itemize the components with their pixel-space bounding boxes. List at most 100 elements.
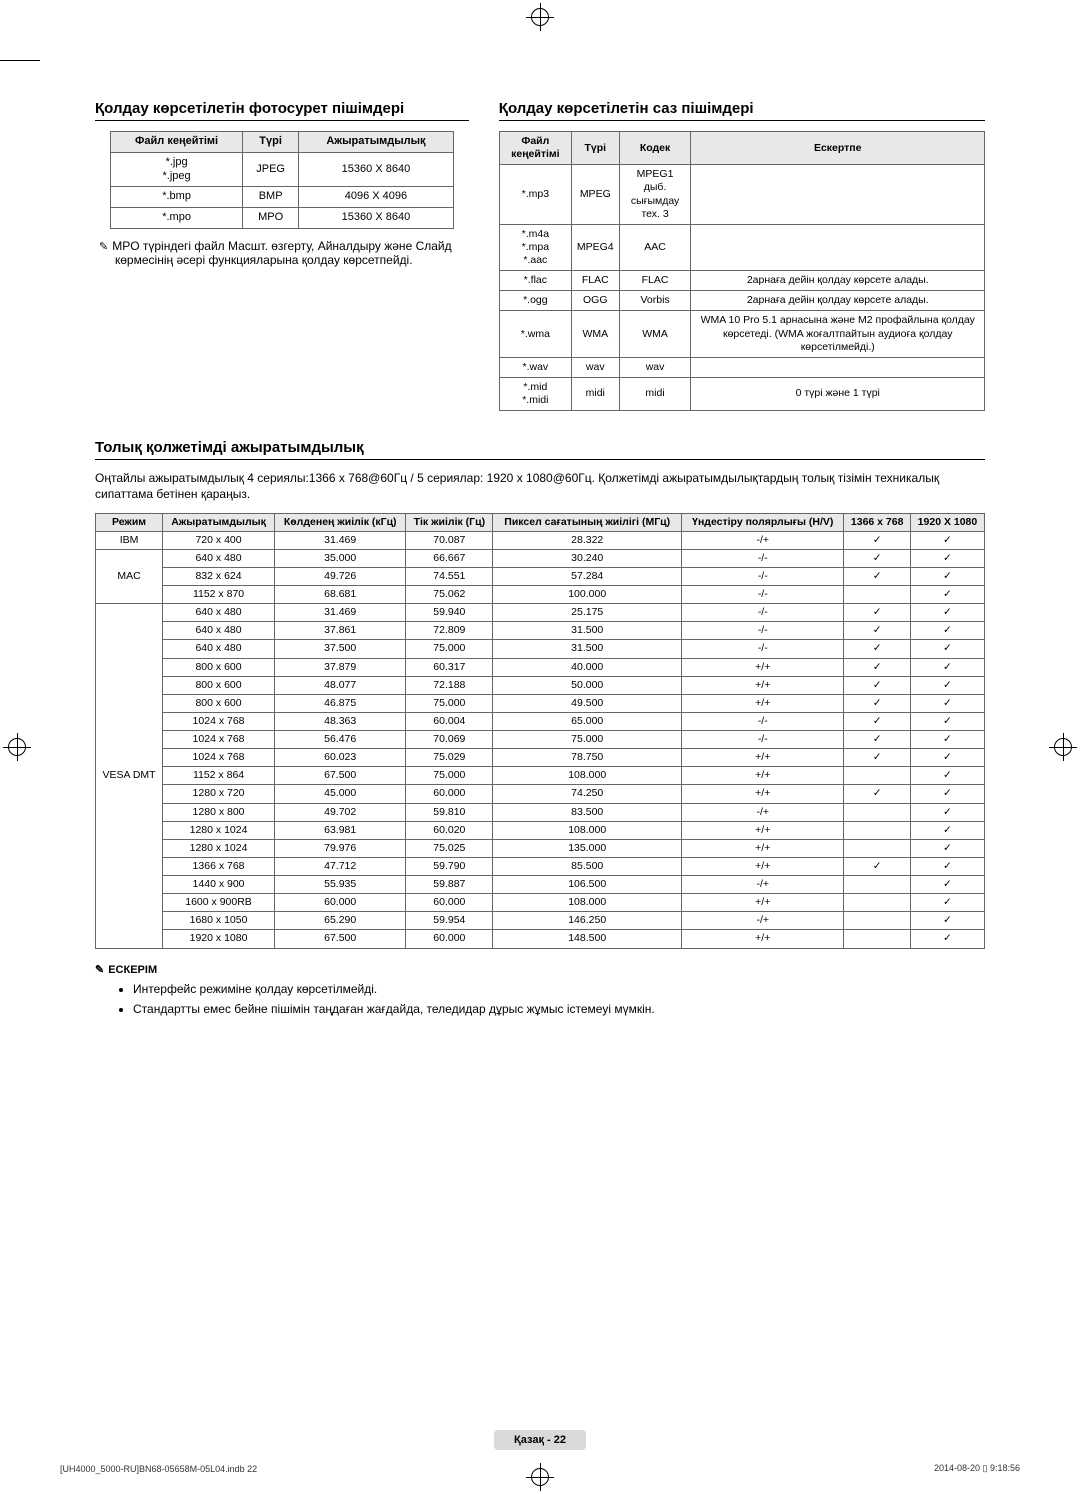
table-cell: -/+: [682, 531, 844, 549]
table-cell: 37.861: [275, 622, 406, 640]
table-cell: wav: [571, 357, 619, 377]
table-cell: ✓: [910, 640, 984, 658]
table-cell: 74.250: [493, 785, 682, 803]
column-header: Ажыратымдылық: [163, 513, 275, 531]
table-cell: 1024 x 768: [163, 749, 275, 767]
table-cell: FLAC: [619, 271, 691, 291]
table-cell: 640 x 480: [163, 622, 275, 640]
table-cell: [844, 894, 910, 912]
table-cell: 57.284: [493, 567, 682, 585]
column-header: Үндестіру полярлығы (H/V): [682, 513, 844, 531]
table-row: 1152 x 87068.68175.062100.000-/-✓: [96, 586, 985, 604]
table-cell: VESA DMT: [96, 604, 163, 948]
table-cell: *.m4a*.mpa*.aac: [499, 224, 571, 270]
column-header: Кодек: [619, 132, 691, 165]
table-cell: [844, 767, 910, 785]
table-cell: 15360 X 8640: [299, 208, 454, 229]
table-cell: ✓: [910, 586, 984, 604]
table-cell: 49.500: [493, 694, 682, 712]
table-cell: MPEG: [571, 165, 619, 225]
table-cell: *.mid*.midi: [499, 377, 571, 410]
table-cell: 65.290: [275, 912, 406, 930]
table-cell: ✓: [910, 876, 984, 894]
table-cell: midi: [619, 377, 691, 410]
table-cell: 60.004: [406, 712, 493, 730]
table-cell: WMA: [619, 311, 691, 357]
table-cell: 67.500: [275, 930, 406, 948]
table-cell: *.flac: [499, 271, 571, 291]
table-cell: 146.250: [493, 912, 682, 930]
table-cell: WMA: [571, 311, 619, 357]
table-row: 1280 x 102479.97675.025135.000+/+✓: [96, 839, 985, 857]
table-cell: 1152 x 870: [163, 586, 275, 604]
table-cell: ✓: [910, 767, 984, 785]
table-cell: +/+: [682, 839, 844, 857]
table-cell: 31.469: [275, 604, 406, 622]
table-cell: 72.188: [406, 676, 493, 694]
table-cell: ✓: [844, 857, 910, 875]
table-cell: 67.500: [275, 767, 406, 785]
registration-mark-bottom: [531, 1468, 549, 1486]
crop-mark: [0, 60, 40, 61]
table-cell: 78.750: [493, 749, 682, 767]
table-row: 1440 x 90055.93559.887106.500-/+✓: [96, 876, 985, 894]
table-cell: JPEG: [243, 152, 299, 187]
table-row: 800 x 60046.87575.00049.500+/+✓✓: [96, 694, 985, 712]
table-cell: 75.000: [493, 731, 682, 749]
table-row: 1680 x 105065.29059.954146.250-/+✓: [96, 912, 985, 930]
table-cell: +/+: [682, 658, 844, 676]
table-cell: 60.000: [406, 785, 493, 803]
table-cell: OGG: [571, 291, 619, 311]
table-cell: -/-: [682, 586, 844, 604]
table-cell: [691, 357, 985, 377]
footnote-heading: ЕСКЕРІМ: [95, 963, 985, 976]
table-cell: +/+: [682, 857, 844, 875]
table-cell: 1024 x 768: [163, 712, 275, 730]
column-header: Ажыратымдылық: [299, 132, 454, 153]
column-header: Тік жиілік (Гц): [406, 513, 493, 531]
table-cell: 60.000: [406, 930, 493, 948]
resolution-table: РежимАжыратымдылықКөлденең жиілік (кГц)Т…: [95, 513, 985, 949]
table-cell: 4096 X 4096: [299, 187, 454, 208]
table-row: VESA DMT640 x 48031.46959.94025.175-/-✓✓: [96, 604, 985, 622]
table-cell: 1280 x 800: [163, 803, 275, 821]
footnote-item: Стандартты емес бейне пішімін таңдаған ж…: [133, 1002, 985, 1016]
table-cell: 135.000: [493, 839, 682, 857]
table-row: *.m4a*.mpa*.aacMPEG4AAC: [499, 224, 984, 270]
table-cell: [844, 876, 910, 894]
table-cell: ✓: [910, 839, 984, 857]
photo-formats-heading: Қолдау көрсетілетін фотосурет пішімдері: [95, 100, 469, 121]
imprint-right: 2014-08-20 ▯ 9:18:56: [934, 1463, 1020, 1474]
column-header: Файл кеңейтімі: [499, 132, 571, 165]
table-cell: -/-: [682, 604, 844, 622]
table-cell: ✓: [910, 930, 984, 948]
table-cell: 72.809: [406, 622, 493, 640]
table-cell: MPEG4: [571, 224, 619, 270]
table-cell: 66.667: [406, 549, 493, 567]
table-cell: ✓: [844, 676, 910, 694]
table-cell: 1440 x 900: [163, 876, 275, 894]
table-cell: 37.879: [275, 658, 406, 676]
table-row: 1024 x 76848.36360.00465.000-/-✓✓: [96, 712, 985, 730]
table-cell: 2арнаға дейін қолдау көрсете алады.: [691, 271, 985, 291]
table-cell: ✓: [910, 549, 984, 567]
table-cell: ✓: [910, 731, 984, 749]
table-cell: FLAC: [571, 271, 619, 291]
table-cell: +/+: [682, 694, 844, 712]
page-footer: Қазақ - 22: [494, 1430, 586, 1450]
table-cell: 47.712: [275, 857, 406, 875]
table-cell: *.mp3: [499, 165, 571, 225]
table-row: *.oggOGGVorbis2арнаға дейін қолдау көрсе…: [499, 291, 984, 311]
table-cell: 75.025: [406, 839, 493, 857]
table-cell: ✓: [844, 749, 910, 767]
footnote-item: Интерфейс режиміне қолдау көрсетілмейді.: [133, 982, 985, 996]
table-cell: ✓: [844, 531, 910, 549]
table-cell: MAC: [96, 549, 163, 603]
table-cell: *.bmp: [110, 187, 242, 208]
table-cell: [844, 821, 910, 839]
table-row: *.mid*.midimidimidi0 түрі және 1 түрі: [499, 377, 984, 410]
table-cell: 60.020: [406, 821, 493, 839]
table-cell: 49.702: [275, 803, 406, 821]
table-cell: ✓: [910, 676, 984, 694]
table-cell: MPO: [243, 208, 299, 229]
